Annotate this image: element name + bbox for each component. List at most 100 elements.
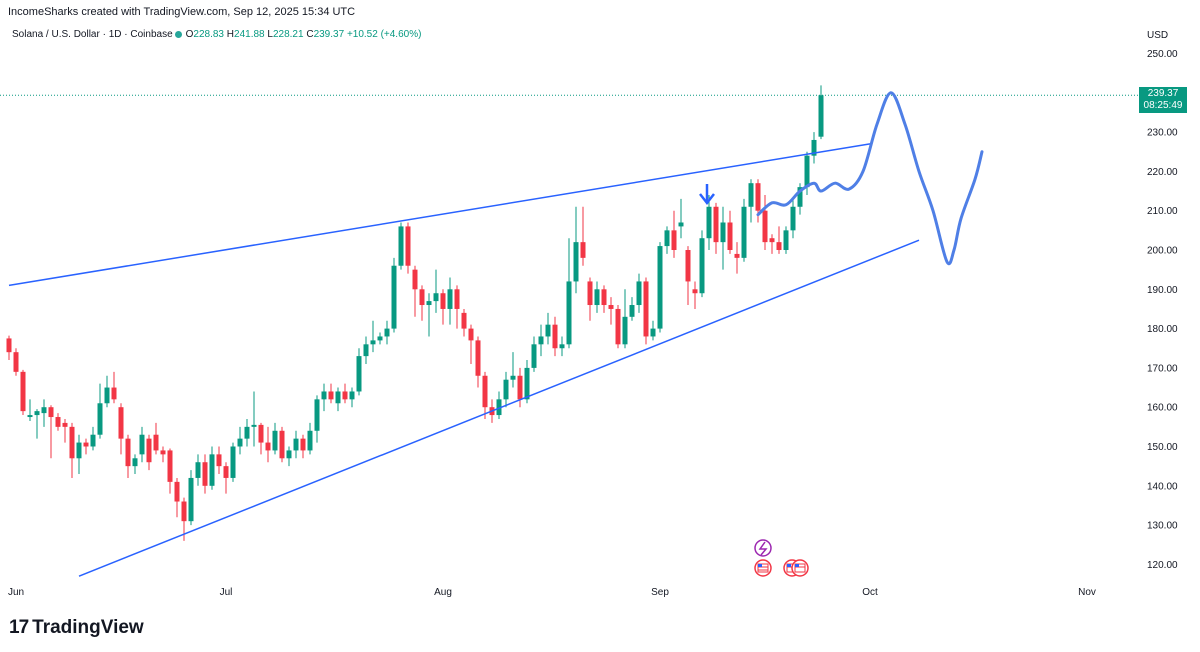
candle[interactable] [167,448,173,494]
candle[interactable] [762,194,768,250]
candle[interactable] [671,210,677,258]
candle[interactable] [678,198,684,239]
candle[interactable] [475,336,481,388]
candle[interactable] [321,383,327,412]
candle[interactable] [503,371,509,408]
candle[interactable] [195,454,201,486]
candle[interactable] [293,430,299,459]
candle[interactable] [531,336,537,372]
candle[interactable] [818,85,824,140]
candle[interactable] [657,242,663,333]
candle[interactable] [76,434,82,475]
candle[interactable] [517,367,523,408]
candle[interactable] [272,422,278,455]
candle[interactable] [335,387,341,412]
candle[interactable] [580,206,586,266]
projection-drawing[interactable] [756,91,984,266]
candle[interactable] [118,403,124,455]
candle[interactable] [734,242,740,274]
candle[interactable] [629,297,635,321]
candle[interactable] [349,387,355,408]
candle[interactable] [125,434,131,478]
candle[interactable] [69,422,75,478]
candle[interactable] [13,348,19,376]
candle[interactable] [720,206,726,270]
candle[interactable] [559,336,565,357]
candle[interactable] [419,285,425,321]
candle[interactable] [713,202,719,254]
candle[interactable] [748,179,754,223]
candle[interactable] [258,422,264,455]
candle[interactable] [538,324,544,357]
candle[interactable] [237,426,243,455]
candle[interactable] [27,399,33,421]
candle[interactable] [797,183,803,215]
candle[interactable] [41,399,47,427]
candle[interactable] [83,438,89,455]
candle[interactable] [6,335,12,361]
candle[interactable] [251,391,257,447]
candle[interactable] [384,320,390,345]
candle[interactable] [405,222,411,274]
candle[interactable] [426,293,432,337]
candle[interactable] [783,226,789,254]
candle[interactable] [370,320,376,353]
candle[interactable] [524,360,530,404]
candle[interactable] [398,222,404,270]
candle[interactable] [468,324,474,364]
candle[interactable] [230,442,236,482]
currency-label[interactable]: USD [1147,30,1169,41]
candle[interactable] [412,265,418,317]
candle[interactable] [622,289,628,349]
candle[interactable] [664,226,670,254]
candle[interactable] [587,277,593,321]
candle[interactable] [454,285,460,329]
candle[interactable] [90,426,96,451]
candle[interactable] [55,413,61,431]
candle[interactable] [566,238,572,349]
candle[interactable] [811,132,817,164]
tradingview-logo[interactable]: 17 TradingView [9,617,144,639]
candle[interactable] [209,446,215,490]
candle[interactable] [573,206,579,294]
candle[interactable] [650,320,656,341]
candle[interactable] [286,446,292,467]
candle[interactable] [545,312,551,345]
trendline-upper[interactable] [8,143,871,287]
candle[interactable] [132,454,138,475]
candle[interactable] [447,277,453,325]
candle[interactable] [307,422,313,455]
candle[interactable] [741,198,747,262]
candle[interactable] [601,285,607,313]
candle[interactable] [440,289,446,325]
candle[interactable] [279,426,285,463]
candle[interactable] [510,352,516,388]
candle[interactable] [377,332,383,345]
candle[interactable] [482,371,488,419]
candle[interactable] [223,462,229,494]
us-flag-event-icon[interactable] [791,559,809,577]
candle[interactable] [216,446,222,475]
candle[interactable] [342,383,348,404]
candle[interactable] [97,383,103,439]
candle[interactable] [769,234,775,254]
candle[interactable] [314,395,320,443]
candle[interactable] [776,226,782,254]
us-flag-event-icon[interactable] [754,559,772,577]
candle[interactable] [174,477,180,518]
candle[interactable] [552,316,558,357]
candle[interactable] [643,277,649,345]
candle[interactable] [153,422,159,455]
candle[interactable] [160,446,166,463]
candle[interactable] [391,257,397,333]
candle[interactable] [188,470,194,526]
lightning-event-icon[interactable] [754,539,772,557]
candle[interactable] [104,375,110,408]
candle[interactable] [265,426,271,463]
candle[interactable] [685,246,691,306]
candle[interactable] [706,194,712,250]
candle[interactable] [615,305,621,349]
candle[interactable] [111,371,117,404]
trendline-lower[interactable] [78,239,920,577]
